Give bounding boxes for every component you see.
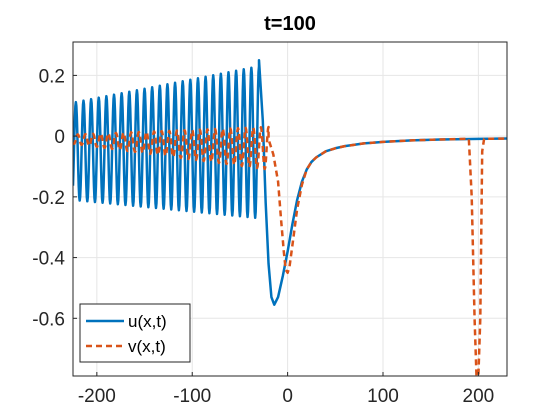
series-line-u <box>73 58 507 306</box>
x-tick-label: 0 <box>282 386 293 407</box>
grid <box>73 42 507 376</box>
y-tick-label: -0.6 <box>32 309 65 330</box>
series-group <box>73 58 507 376</box>
series-line-v <box>73 125 507 376</box>
y-tick-label: 0.2 <box>39 66 65 87</box>
y-tick-label: 0 <box>54 127 65 148</box>
plot-frame <box>72 41 508 377</box>
legend-label: u(x,t) <box>128 312 167 331</box>
legend-label: v(x,t) <box>128 337 166 356</box>
chart-title: t=100 <box>264 13 316 35</box>
legend: u(x,t) v(x,t) <box>79 303 191 363</box>
x-tick-label: 200 <box>463 386 495 407</box>
legend-box <box>79 303 191 363</box>
x-tick-label: -100 <box>173 386 211 407</box>
x-tick-label: 100 <box>367 386 399 407</box>
y-tick-label: -0.4 <box>32 249 65 270</box>
x-tick-label: -200 <box>78 386 116 407</box>
ticks: -200 -100 0 100 200 0.2 0 -0.2 -0.4 -0.6 <box>32 66 494 407</box>
y-tick-label: -0.2 <box>32 188 65 209</box>
